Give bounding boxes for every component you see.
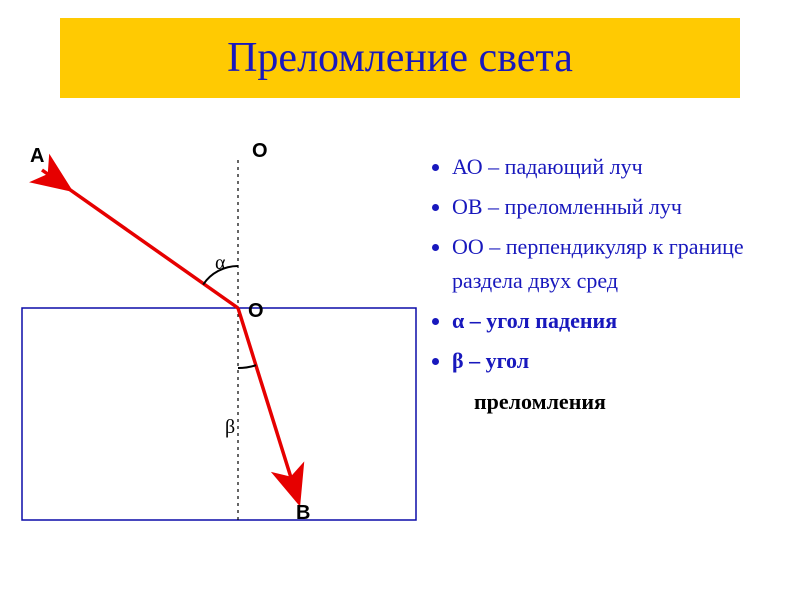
label-A: А	[30, 145, 44, 168]
refracted-ray	[238, 308, 298, 500]
label-B: В	[296, 502, 310, 525]
label-O-mid: О	[248, 300, 264, 323]
refraction-diagram: А О О α β В	[20, 140, 420, 560]
medium-box	[22, 308, 416, 520]
label-alpha: α	[215, 252, 225, 275]
diagram-svg	[20, 140, 420, 560]
legend-item: ОВ – преломленный луч	[452, 190, 780, 224]
legend-list: АО – падающий луч ОВ – преломленный луч ОО…	[430, 150, 780, 379]
legend-line: преломления	[430, 385, 780, 419]
legend-item: β – угол	[452, 344, 780, 378]
legend: АО – падающий луч ОВ – преломленный луч ОО…	[430, 150, 780, 419]
title-bar: Преломление света	[60, 18, 740, 98]
page-title: Преломление света	[227, 34, 573, 82]
beta-arc	[238, 365, 256, 368]
label-beta: β	[225, 416, 235, 439]
legend-item: ОО – перпендикуляр к границе раздела дву…	[452, 230, 780, 298]
label-O-top: О	[252, 140, 268, 163]
incident-ray	[42, 170, 238, 308]
legend-item: АО – падающий луч	[452, 150, 780, 184]
legend-item: α – угол падения	[452, 304, 780, 338]
